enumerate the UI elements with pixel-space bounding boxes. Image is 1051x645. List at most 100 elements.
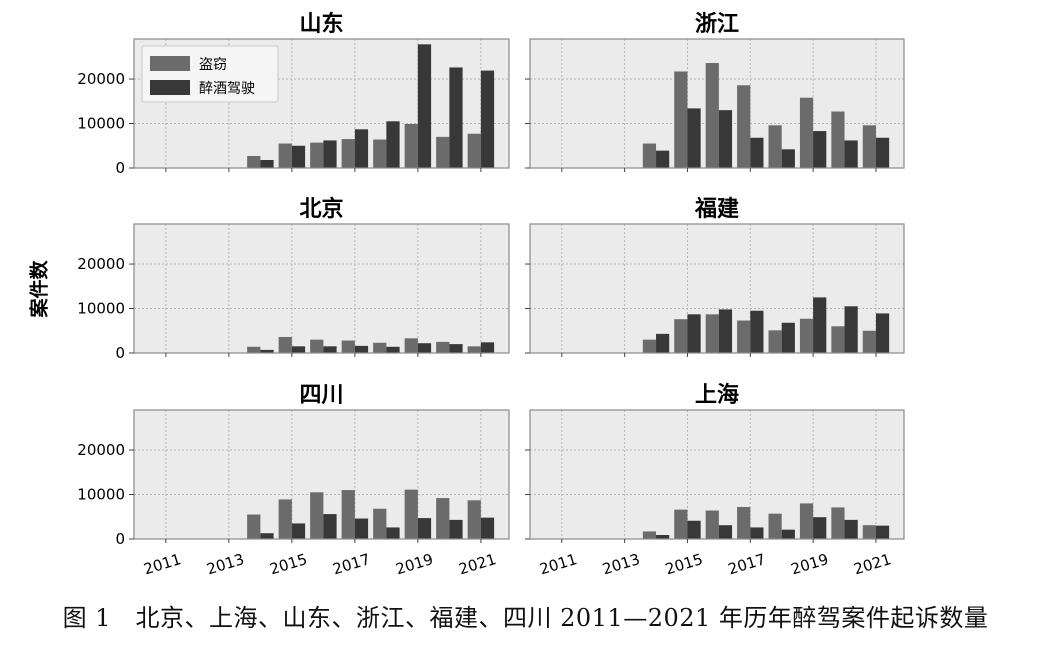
bar-theft-2014	[247, 514, 261, 539]
bar-drunk-driving-2016	[718, 525, 733, 539]
bar-theft-2021	[467, 346, 481, 353]
bar-theft-2018	[768, 513, 782, 539]
figure-caption: 图 1 北京、上海、山东、浙江、福建、四川 2011—2021 年历年醉驾案件起…	[62, 604, 989, 632]
bar-theft-2016	[310, 492, 324, 539]
bar-drunk-driving-2019	[417, 44, 432, 168]
panel-title: 浙江	[695, 12, 739, 37]
panel-2: 浙江	[525, 12, 905, 172]
x-tick-label: 2013	[205, 550, 247, 578]
bar-theft-2018	[373, 508, 387, 539]
bar-theft-2019	[404, 489, 418, 539]
bar-drunk-driving-2014	[656, 534, 670, 539]
bar-theft-2016	[705, 510, 719, 539]
panel-title: 福建	[694, 197, 739, 222]
bar-theft-2015	[674, 319, 688, 353]
bar-theft-2016	[705, 63, 719, 168]
x-tick-label: 2015	[663, 550, 705, 578]
bar-theft-2017	[341, 139, 355, 168]
bar-theft-2018	[768, 330, 782, 353]
x-tick-label: 2019	[789, 550, 831, 578]
bar-drunk-driving-2020	[449, 344, 463, 353]
panel-title: 北京	[299, 196, 343, 222]
panel-frame	[529, 38, 905, 169]
bar-drunk-driving-2020	[449, 519, 463, 539]
bar-theft-2016	[705, 314, 719, 353]
bar-drunk-driving-2014	[656, 333, 670, 353]
bar-theft-2014	[247, 346, 261, 353]
x-tick-label: 2011	[537, 550, 579, 578]
bar-theft-2021	[467, 500, 481, 539]
bar-theft-2017	[341, 340, 355, 353]
bar-theft-2016	[310, 339, 324, 353]
bar-drunk-driving-2015	[687, 314, 701, 353]
bar-drunk-driving-2017	[354, 518, 369, 539]
panel-title: 上海	[695, 382, 739, 408]
bar-theft-2019	[404, 338, 418, 353]
x-tick-label: 2017	[726, 550, 768, 578]
bar-drunk-driving-2015	[291, 523, 306, 539]
bar-drunk-driving-2018	[781, 322, 795, 353]
bar-drunk-driving-2017	[354, 129, 369, 168]
panel-background	[134, 224, 509, 353]
bar-theft-2019	[799, 503, 814, 539]
bar-theft-2015	[674, 71, 688, 168]
bar-drunk-driving-2021	[875, 313, 890, 353]
panel-3: 北京 0 10000 20000	[77, 196, 510, 362]
x-tick-label: 2011	[142, 550, 184, 578]
bar-drunk-driving-2020	[449, 67, 463, 168]
bar-theft-2020	[831, 326, 845, 353]
bar-drunk-driving-2018	[386, 346, 400, 353]
y-tick-label: 10000	[77, 115, 125, 133]
bar-drunk-driving-2017	[750, 527, 764, 539]
legend-swatch	[150, 80, 190, 95]
bar-theft-2020	[436, 341, 450, 353]
y-tick-label: 0	[115, 159, 125, 177]
bar-theft-2018	[373, 342, 387, 353]
bar-drunk-driving-2016	[718, 110, 733, 168]
x-tick-label: 2013	[600, 550, 642, 578]
legend-label: 醉酒驾驶	[199, 81, 255, 97]
bar-theft-2017	[737, 506, 751, 539]
bar-theft-2019	[799, 97, 814, 168]
bar-drunk-driving-2014	[656, 150, 670, 168]
bar-theft-2015	[278, 143, 292, 168]
panel-frame	[133, 223, 510, 354]
bar-drunk-driving-2014	[260, 533, 274, 539]
bar-drunk-driving-2016	[718, 309, 733, 353]
bar-theft-2017	[737, 85, 751, 168]
bar-drunk-driving-2018	[386, 121, 400, 168]
x-tick-label: 2017	[331, 550, 373, 578]
panel-6: 上海 2011 2013 2015 2017 2019 2021	[525, 382, 905, 578]
bar-drunk-driving-2020	[844, 519, 858, 539]
bar-theft-2019	[404, 123, 418, 168]
bar-theft-2015	[674, 509, 688, 539]
bar-drunk-driving-2015	[291, 145, 306, 168]
bar-drunk-driving-2017	[354, 345, 369, 353]
bar-drunk-driving-2014	[260, 159, 274, 168]
bar-drunk-driving-2021	[480, 517, 495, 539]
panel-frame	[529, 409, 905, 540]
bar-drunk-driving-2019	[813, 297, 827, 353]
bar-drunk-driving-2017	[750, 137, 764, 168]
bar-theft-2020	[831, 507, 845, 539]
y-tick-label: 10000	[77, 486, 125, 504]
bar-drunk-driving-2015	[687, 108, 701, 168]
bar-theft-2015	[278, 336, 292, 353]
bar-drunk-driving-2021	[480, 70, 495, 168]
bar-drunk-driving-2016	[323, 346, 337, 353]
bar-theft-2016	[310, 142, 324, 168]
legend-swatch	[150, 56, 190, 71]
bar-drunk-driving-2016	[323, 140, 337, 168]
bar-drunk-driving-2021	[875, 525, 890, 539]
y-tick-label: 20000	[77, 255, 125, 273]
bar-drunk-driving-2018	[781, 529, 795, 539]
bar-drunk-driving-2017	[750, 310, 764, 353]
bar-drunk-driving-2019	[813, 131, 827, 168]
bar-theft-2020	[436, 498, 450, 539]
bar-drunk-driving-2019	[813, 517, 827, 539]
bar-drunk-driving-2019	[417, 343, 432, 353]
y-tick-label: 20000	[77, 70, 125, 88]
